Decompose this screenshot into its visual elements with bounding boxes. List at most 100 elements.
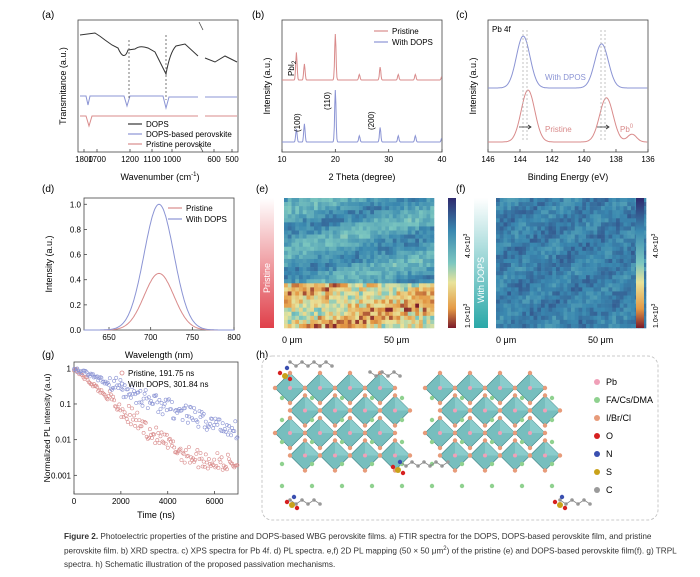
map-cell bbox=[529, 230, 534, 235]
map-cell bbox=[317, 258, 322, 264]
panel-a-frame bbox=[77, 19, 239, 153]
map-cell bbox=[571, 263, 576, 268]
a-site-cation bbox=[369, 417, 375, 423]
map-cell bbox=[299, 242, 304, 248]
map-cell bbox=[336, 303, 341, 308]
map-cell bbox=[541, 238, 546, 243]
halide-atom bbox=[347, 445, 353, 451]
map-cell bbox=[533, 275, 538, 280]
map-cell bbox=[578, 246, 583, 252]
tick-label: 0.2 bbox=[70, 301, 82, 310]
map-cell bbox=[404, 238, 409, 243]
map-cell bbox=[601, 198, 606, 203]
halide-atom bbox=[452, 423, 458, 428]
map-cell bbox=[374, 263, 379, 268]
map-cell bbox=[511, 267, 516, 272]
map-cell bbox=[507, 234, 512, 239]
map-cell bbox=[321, 238, 326, 243]
map-cell bbox=[567, 263, 572, 268]
map-cell bbox=[377, 242, 382, 248]
map-cell bbox=[419, 202, 424, 207]
tick-label: 0.01 bbox=[55, 436, 71, 445]
map-cell bbox=[295, 275, 300, 280]
map-cell bbox=[415, 295, 420, 300]
map-cell bbox=[314, 295, 319, 300]
map-cell bbox=[291, 226, 296, 231]
map-cell bbox=[586, 263, 591, 268]
map-cell bbox=[411, 218, 416, 223]
map-cell bbox=[601, 254, 606, 260]
map-cell bbox=[400, 246, 405, 252]
a-site-cation bbox=[369, 483, 375, 489]
map-cell bbox=[347, 279, 352, 284]
map-cell bbox=[310, 254, 315, 260]
trpl-data-point bbox=[134, 418, 139, 423]
map-cell bbox=[317, 230, 322, 235]
map-cell bbox=[411, 319, 416, 325]
map-cell bbox=[582, 202, 587, 207]
legend-item: I/Br/Cl bbox=[606, 413, 631, 423]
map-cell bbox=[608, 271, 613, 276]
trpl-data-point bbox=[180, 450, 185, 455]
map-cell bbox=[287, 198, 292, 203]
map-cell bbox=[359, 267, 364, 272]
map-cell bbox=[612, 238, 617, 243]
map-cell bbox=[284, 263, 289, 268]
trpl-data-point bbox=[137, 400, 142, 405]
map-cell bbox=[419, 319, 424, 325]
map-cell bbox=[422, 254, 427, 260]
map-cell bbox=[529, 267, 534, 272]
halide-atom bbox=[287, 408, 293, 413]
map-cell bbox=[366, 226, 371, 231]
trpl-data-point bbox=[159, 400, 164, 405]
map-cell bbox=[526, 250, 531, 256]
map-cell bbox=[362, 218, 367, 223]
trpl-data-point bbox=[174, 450, 179, 455]
map-cell bbox=[359, 263, 364, 268]
sulfur-atom bbox=[557, 502, 563, 508]
map-cell bbox=[299, 238, 304, 243]
map-cell bbox=[567, 319, 572, 325]
map-cell bbox=[544, 198, 549, 203]
map-cell bbox=[526, 295, 531, 300]
map-cell bbox=[627, 287, 632, 292]
map-cell bbox=[389, 254, 394, 260]
tick-label: 4000 bbox=[159, 497, 177, 506]
map-cell bbox=[407, 258, 412, 264]
map-cell bbox=[578, 275, 583, 280]
map-cell bbox=[299, 279, 304, 284]
map-cell bbox=[392, 258, 397, 264]
map-cell bbox=[355, 222, 360, 227]
map-cell bbox=[623, 315, 628, 321]
map-cell bbox=[415, 218, 420, 223]
a-site-cation bbox=[549, 461, 555, 467]
map-cell bbox=[507, 311, 512, 317]
perovskite-lattice bbox=[272, 370, 563, 489]
map-cell bbox=[407, 315, 412, 321]
map-cell bbox=[511, 226, 516, 231]
map-cell bbox=[593, 222, 598, 227]
map-cell bbox=[511, 230, 516, 235]
map-cell bbox=[422, 267, 427, 272]
map-cell bbox=[567, 299, 572, 304]
map-cell bbox=[612, 295, 617, 300]
map-cell bbox=[533, 303, 538, 308]
pb-atom bbox=[498, 431, 502, 435]
octahedron-face bbox=[515, 440, 530, 456]
map-cell bbox=[507, 319, 512, 325]
trpl-data-point bbox=[112, 378, 117, 383]
map-cell bbox=[359, 271, 364, 276]
map-cell bbox=[370, 307, 375, 313]
map-cell bbox=[597, 258, 602, 264]
a-site-cation bbox=[369, 439, 375, 445]
map-cell bbox=[396, 234, 401, 239]
map-cell bbox=[642, 295, 647, 300]
map-cell bbox=[623, 230, 628, 235]
map-cell bbox=[407, 246, 412, 252]
map-cell bbox=[340, 323, 345, 329]
pb-atom bbox=[378, 431, 382, 435]
map-cell bbox=[377, 263, 382, 268]
map-cell bbox=[370, 279, 375, 284]
map-cell bbox=[616, 283, 621, 288]
map-cell bbox=[533, 311, 538, 317]
